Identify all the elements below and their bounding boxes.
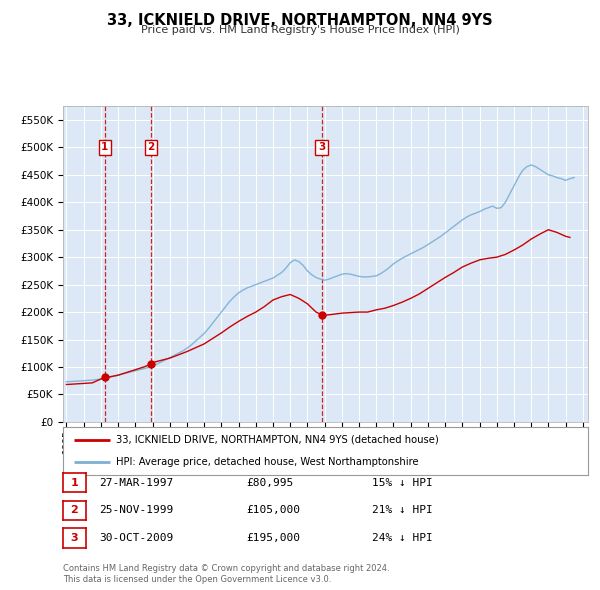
Text: 2: 2 [71, 506, 78, 515]
Text: 27-MAR-1997: 27-MAR-1997 [99, 478, 173, 487]
Text: This data is licensed under the Open Government Licence v3.0.: This data is licensed under the Open Gov… [63, 575, 331, 584]
Text: Price paid vs. HM Land Registry's House Price Index (HPI): Price paid vs. HM Land Registry's House … [140, 25, 460, 35]
Text: 3: 3 [71, 533, 78, 543]
Text: 1: 1 [101, 142, 109, 152]
Text: HPI: Average price, detached house, West Northamptonshire: HPI: Average price, detached house, West… [115, 457, 418, 467]
Text: £195,000: £195,000 [246, 533, 300, 543]
Text: 25-NOV-1999: 25-NOV-1999 [99, 506, 173, 515]
Text: 33, ICKNIELD DRIVE, NORTHAMPTON, NN4 9YS (detached house): 33, ICKNIELD DRIVE, NORTHAMPTON, NN4 9YS… [115, 435, 438, 445]
Text: £105,000: £105,000 [246, 506, 300, 515]
Text: 21% ↓ HPI: 21% ↓ HPI [372, 506, 433, 515]
Text: 30-OCT-2009: 30-OCT-2009 [99, 533, 173, 543]
Text: 3: 3 [318, 142, 325, 152]
Text: 24% ↓ HPI: 24% ↓ HPI [372, 533, 433, 543]
Text: 15% ↓ HPI: 15% ↓ HPI [372, 478, 433, 487]
Text: £80,995: £80,995 [246, 478, 293, 487]
Text: 33, ICKNIELD DRIVE, NORTHAMPTON, NN4 9YS: 33, ICKNIELD DRIVE, NORTHAMPTON, NN4 9YS [107, 13, 493, 28]
Text: Contains HM Land Registry data © Crown copyright and database right 2024.: Contains HM Land Registry data © Crown c… [63, 565, 389, 573]
Text: 1: 1 [71, 478, 78, 487]
Text: 2: 2 [147, 142, 154, 152]
